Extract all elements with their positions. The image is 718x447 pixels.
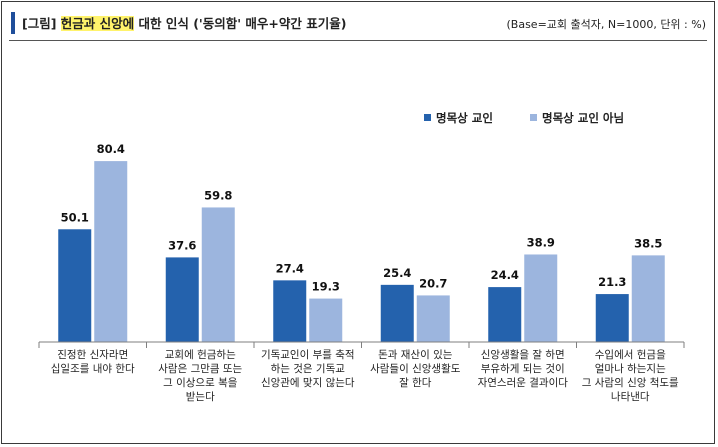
- bar-nominal: [273, 280, 307, 342]
- category-label: 수입에서 헌금을 얼마나 하는지는 그 사람의 신앙 척도를 나타낸다: [582, 348, 679, 403]
- bar-nominal: [165, 257, 199, 342]
- bar-not-nominal: [309, 298, 343, 342]
- title-prefix: [그림]: [22, 16, 61, 31]
- bar-value-label: 59.8: [204, 188, 232, 202]
- bar-value-label: 20.7: [419, 276, 447, 290]
- bar-nominal: [595, 294, 629, 342]
- bar-nominal: [58, 229, 92, 342]
- bar-not-nominal: [416, 295, 450, 342]
- x-axis: [38, 341, 685, 348]
- bar-not-nominal: [524, 254, 558, 342]
- bar-value-label: 38.5: [634, 236, 662, 250]
- bar-value-label: 37.6: [168, 238, 196, 252]
- legend-not-nominal-label: 명목상 교인 아님: [542, 111, 624, 125]
- bar-value-label: 38.9: [527, 235, 555, 249]
- bar-value-label: 25.4: [383, 266, 411, 280]
- legend-nominal-label: 명목상 교인: [436, 111, 493, 125]
- bar-not-nominal: [631, 255, 665, 342]
- chart-title: [그림] 헌금과 신앙에 대한 인식 ('동의함' 매우+약간 표기율): [22, 13, 346, 32]
- category-label: 진정한 신자라면 십일조를 내야 한다: [51, 349, 135, 375]
- bar-value-label: 21.3: [598, 275, 626, 289]
- bar-value-label: 27.4: [276, 261, 304, 275]
- title-highlight: 헌금과 신앙에: [60, 16, 135, 31]
- bar-value-label: 19.3: [312, 280, 340, 294]
- base-note: (Base=교회 출석자, N=1000, 단위 : %): [506, 18, 707, 31]
- category-label: 신앙생활을 잘 하면 부유하게 되는 것이 자연스러운 결과이다: [478, 348, 569, 389]
- category-label: 기독교인이 부를 축적 하는 것은 기독교 신앙관에 맞지 않는다: [261, 349, 355, 389]
- category-label: 돈과 재산이 있는 사람들이 신앙생활도 잘 한다: [370, 349, 461, 389]
- title-suffix: 대한 인식 ('동의함' 매우+약간 표기율): [134, 16, 347, 31]
- category-label: 교회에 헌금하는 사람은 그만큼 또는 그 이상으로 복을 받는다: [158, 348, 242, 403]
- legend-not-nominal-swatch: [530, 114, 537, 121]
- bar-nominal: [488, 287, 522, 342]
- bar-value-label: 50.1: [61, 210, 89, 224]
- category-labels: 진정한 신자라면 십일조를 내야 한다 교회에 헌금하는 사람은 그만큼 또는 그 이상…: [51, 348, 679, 403]
- bar-value-label: 80.4: [97, 142, 125, 156]
- bar-nominal: [380, 284, 414, 342]
- bar-not-nominal: [201, 207, 235, 342]
- title-accent-bar: [11, 12, 15, 34]
- bars: 50.1 80.4 37.6 59.8 27.4 19.3 25.4 20.7 24.4 38.9…: [58, 142, 665, 342]
- bar-value-label: 24.4: [491, 268, 519, 282]
- bar-not-nominal: [94, 161, 128, 342]
- title-divider: [9, 40, 707, 41]
- legend-nominal-swatch: [424, 114, 431, 121]
- legend: 명목상 교인 명목상 교인 아님: [424, 111, 624, 125]
